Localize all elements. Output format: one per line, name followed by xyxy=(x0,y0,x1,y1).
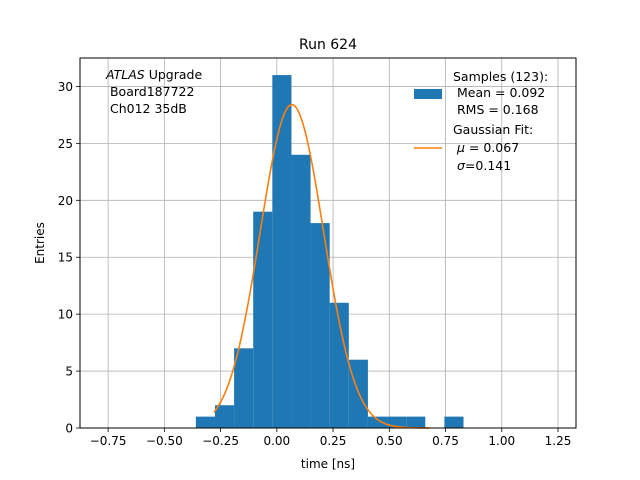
histogram-bar xyxy=(329,302,349,428)
board-label: Board187722 xyxy=(106,84,194,99)
annotation-box: ATLAS Upgrade Board187722 Ch012 35dB xyxy=(105,67,202,116)
legend: Samples (123): Mean = 0.092 RMS = 0.168 … xyxy=(414,69,548,173)
x-tick-label: 1.00 xyxy=(488,434,515,448)
y-axis-ticks: 0 5 10 15 20 25 30 xyxy=(58,80,80,436)
histogram-bar xyxy=(444,416,464,428)
x-tick-label: 0.25 xyxy=(320,434,347,448)
x-tick-label: −0.75 xyxy=(90,434,127,448)
chart-title: Run 624 xyxy=(299,37,357,53)
histogram-bar xyxy=(214,405,235,428)
legend-samples-title: Samples (123): xyxy=(453,69,548,84)
legend-fit-title: Gaussian Fit: xyxy=(453,122,533,137)
y-tick-label: 30 xyxy=(58,80,73,94)
gaussian-fit-curve xyxy=(213,103,430,429)
axes-frame xyxy=(79,57,577,429)
x-tick-label: −0.25 xyxy=(202,434,239,448)
legend-fit-sigma: σ=0.141 xyxy=(457,158,511,173)
x-axis-ticks: −0.75 −0.50 −0.25 0.00 0.25 0.50 0.75 1.00 1.25 xyxy=(90,428,572,448)
legend-samples-rms: RMS = 0.168 xyxy=(453,102,539,117)
sigma-value: =0.141 xyxy=(465,158,511,173)
histogram-bar xyxy=(234,348,254,428)
upgrade-label: Upgrade xyxy=(145,67,203,82)
atlas-label: ATLAS xyxy=(105,67,145,82)
histogram-bar xyxy=(195,416,215,428)
legend-fit-mu: μ = 0.067 xyxy=(456,140,519,155)
histogram-bar xyxy=(367,416,388,428)
y-tick-label: 5 xyxy=(65,365,73,379)
y-tick-label: 15 xyxy=(58,251,73,265)
histogram-bar xyxy=(387,416,407,428)
histogram-bars xyxy=(195,75,464,429)
y-tick-label: 20 xyxy=(58,194,73,208)
histogram-bar xyxy=(291,154,311,428)
x-tick-label: −0.50 xyxy=(146,434,183,448)
sigma-symbol: σ xyxy=(457,158,466,173)
legend-samples-swatch xyxy=(414,89,442,99)
y-tick-label: 10 xyxy=(58,308,73,322)
x-tick-label: 0.00 xyxy=(263,434,290,448)
x-tick-label: 0.50 xyxy=(376,434,403,448)
histogram-bar xyxy=(310,223,330,428)
x-tick-label: 1.25 xyxy=(545,434,572,448)
gaussian-fit-line xyxy=(213,103,430,429)
legend-samples-mean: Mean = 0.092 xyxy=(453,85,545,100)
histogram-bar xyxy=(272,75,292,429)
y-axis-label: Entries xyxy=(33,222,47,264)
histogram-bar xyxy=(406,416,426,428)
y-tick-label: 25 xyxy=(58,137,73,151)
x-tick-label: 0.75 xyxy=(432,434,459,448)
mu-symbol: μ xyxy=(456,140,465,155)
mu-value: = 0.067 xyxy=(465,140,519,155)
channel-label: Ch012 35dB xyxy=(106,101,187,116)
y-tick-label: 0 xyxy=(65,422,73,436)
histogram-bar xyxy=(253,211,273,428)
x-axis-label: time [ns] xyxy=(301,457,355,471)
annotation-line-1: ATLAS Upgrade xyxy=(105,67,202,82)
